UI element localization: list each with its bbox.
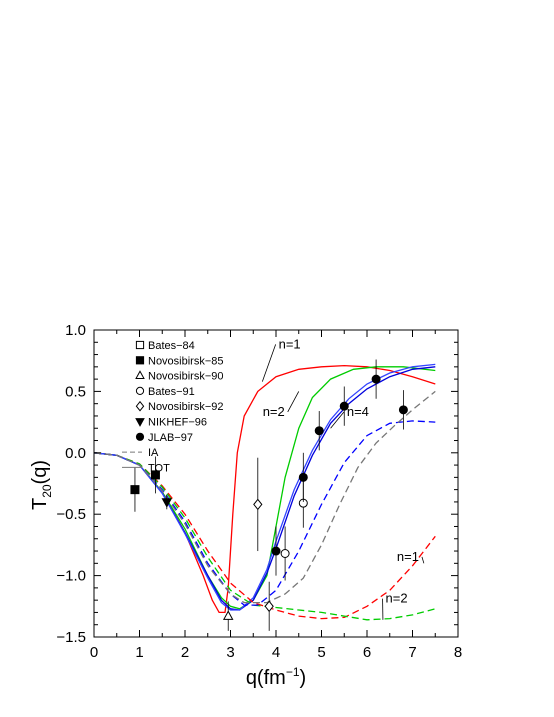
y-tick-label: −1.0 <box>56 568 86 585</box>
data-point <box>314 426 324 436</box>
data-point <box>298 472 308 482</box>
data-point <box>264 600 274 613</box>
legend-marker <box>135 432 145 441</box>
x-tick-label: 0 <box>90 644 98 661</box>
axes: 0 1 2 3 4 5 6 7 8 −1.5 −1.0 −0.5 0.0 0.5 1.0 <box>56 322 462 661</box>
legend-label: JLAB−97 <box>148 432 193 444</box>
x-axis-label: q(fm−1) <box>246 665 306 689</box>
annotation-pointer <box>261 344 277 382</box>
y-axis-label-arg: (q) <box>29 460 51 484</box>
x-tick-label: 8 <box>454 644 462 661</box>
y-tick-label: 1.0 <box>65 322 86 339</box>
ia-curve-7 <box>94 390 436 604</box>
ia-curve-4 <box>94 452 436 620</box>
data-point <box>339 401 349 411</box>
y-tick-label: −1.5 <box>56 629 86 646</box>
data-point <box>371 374 381 384</box>
y-tick-label: −0.5 <box>56 506 86 523</box>
legend-label: Bates−91 <box>148 386 195 398</box>
legend-marker <box>135 400 145 412</box>
curve-annotation: n=4 <box>347 404 369 419</box>
data-point <box>271 546 281 556</box>
y-axis-label: T20(q) <box>29 460 54 510</box>
legend-marker <box>135 386 145 395</box>
legend-label: Novosibirsk−85 <box>148 355 224 367</box>
legend-marker <box>135 340 145 350</box>
theory-curves <box>94 363 436 621</box>
data-point <box>398 405 408 415</box>
x-tick-label: 7 <box>408 644 416 661</box>
x-tick-label: 1 <box>135 644 143 661</box>
legend-label: Bates−84 <box>148 340 195 352</box>
annotation-pointer <box>287 391 300 413</box>
data-point <box>280 548 290 558</box>
legend-marker <box>135 356 145 365</box>
curve-annotation: n=1 <box>397 549 419 564</box>
legend-label: NIKHEF−96 <box>148 417 207 429</box>
x-tick-label: 2 <box>181 644 189 661</box>
x-axis-label-close: ) <box>300 667 307 689</box>
legend-marker <box>135 418 145 427</box>
x-tick-label: 6 <box>363 644 371 661</box>
tot-curve-3 <box>94 363 436 611</box>
curve-annotation: n=1 <box>279 336 301 351</box>
legend-label: IA <box>148 447 159 459</box>
x-axis-label-sup: −1 <box>286 665 300 679</box>
legend: Bates−84 Novosibirsk−85 Novosibirsk−90 Bate… <box>122 340 224 474</box>
y-tick-label: 0.0 <box>65 445 86 462</box>
annotation-pointer <box>330 411 345 429</box>
data-points <box>130 359 408 631</box>
legend-label: Novosibirsk−90 <box>148 371 224 383</box>
data-point <box>130 485 140 495</box>
x-tick-label: 3 <box>226 644 234 661</box>
x-tick-label: 5 <box>317 644 325 661</box>
data-point <box>253 498 263 511</box>
y-axis-label-sub: 20 <box>40 484 54 498</box>
annotations: n=1 n=2 n=4 n=1 n=2 <box>261 336 425 620</box>
data-point <box>222 610 234 620</box>
data-point <box>150 470 160 480</box>
curve-annotation: n=2 <box>386 591 408 606</box>
annotation-pointer <box>421 556 425 564</box>
legend-marker <box>135 370 145 379</box>
legend-label: Novosibirsk−92 <box>148 401 224 413</box>
curve-annotation: n=2 <box>263 404 285 419</box>
legend-label: TOT <box>148 462 170 474</box>
y-tick-label: 0.5 <box>65 383 86 400</box>
data-point <box>161 498 173 508</box>
x-tick-label: 4 <box>272 644 280 661</box>
